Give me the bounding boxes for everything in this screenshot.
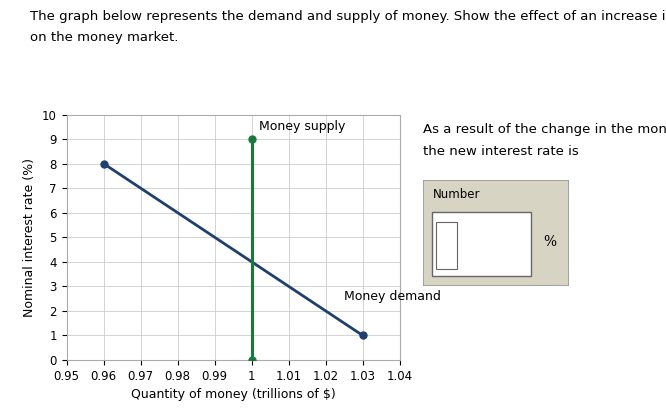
Text: Money demand: Money demand	[344, 290, 441, 303]
Text: %: %	[543, 235, 556, 249]
Text: The graph below represents the demand and supply of money. Show the effect of an: The graph below represents the demand an…	[30, 10, 666, 23]
FancyBboxPatch shape	[423, 180, 569, 286]
Text: the new interest rate is: the new interest rate is	[423, 145, 579, 158]
Text: As a result of the change in the money market,: As a result of the change in the money m…	[423, 123, 666, 136]
Y-axis label: Nominal interest rate (%): Nominal interest rate (%)	[23, 158, 37, 317]
Text: Money supply: Money supply	[259, 120, 346, 133]
X-axis label: Quantity of money (trillions of $): Quantity of money (trillions of $)	[131, 388, 336, 401]
FancyBboxPatch shape	[432, 212, 531, 276]
Text: Number: Number	[433, 189, 481, 202]
Text: on the money market.: on the money market.	[30, 31, 178, 44]
FancyBboxPatch shape	[436, 222, 457, 269]
